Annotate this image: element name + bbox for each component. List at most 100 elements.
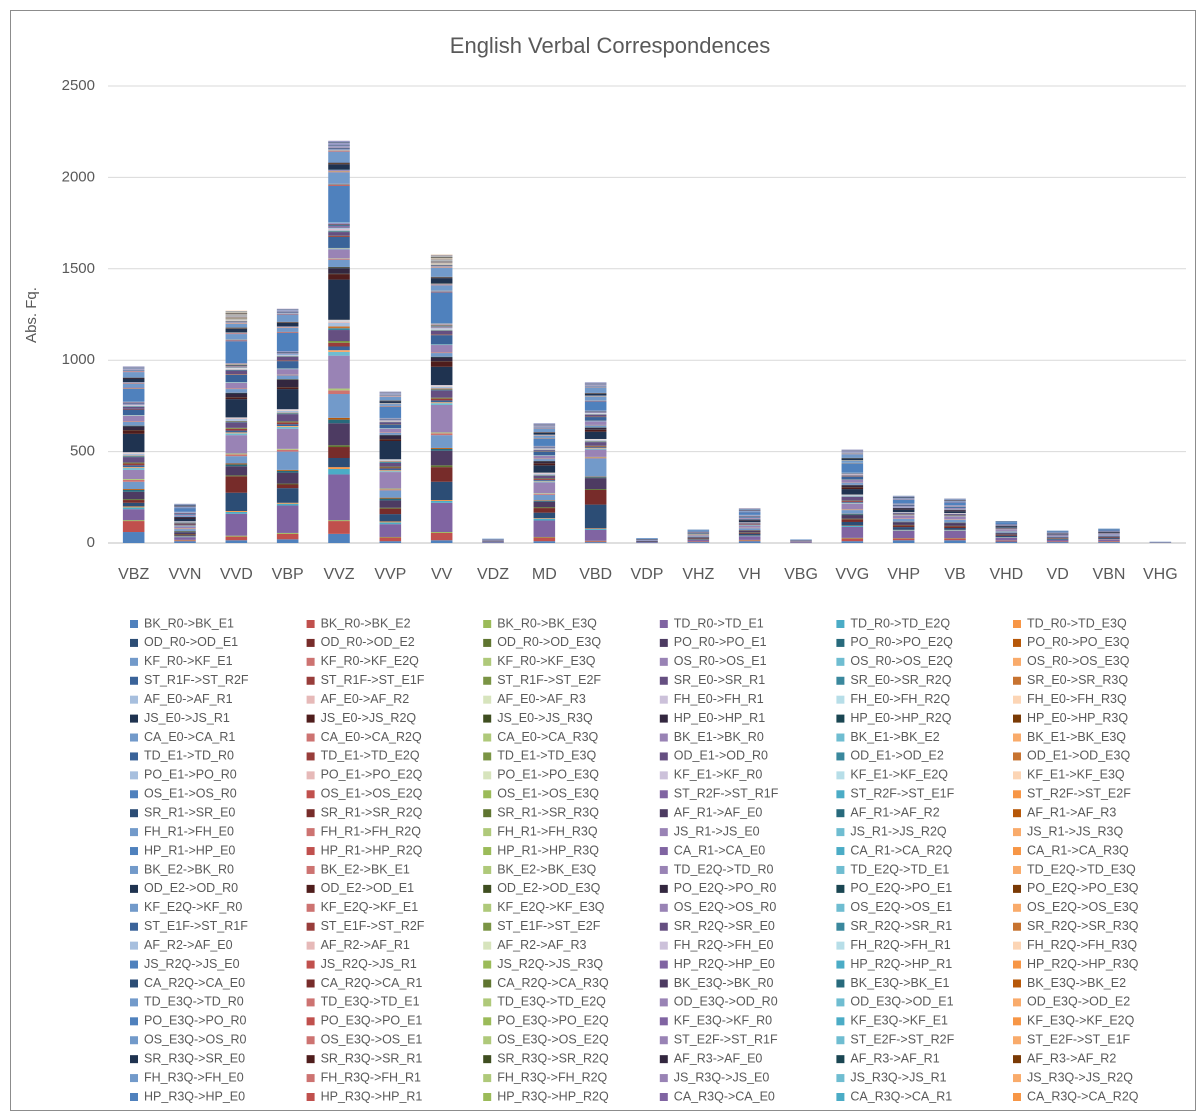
legend-label: TD_E3Q->TD_E1: [321, 995, 420, 1009]
bar-segment: [995, 521, 1018, 522]
legend-label: ST_E2F->ST_R1F: [674, 1033, 778, 1047]
bar-segment: [430, 352, 453, 354]
bar-segment: [430, 467, 453, 482]
bar-segment: [328, 417, 350, 420]
bar-segment: [430, 334, 453, 336]
legend-swatch: [659, 733, 668, 742]
legend-swatch: [659, 1036, 668, 1045]
legend-label: KF_E2Q->KF_E1: [321, 900, 419, 914]
bar-segment: [533, 451, 556, 456]
legend-swatch: [306, 657, 315, 666]
bar-segment: [122, 388, 145, 389]
bar-segment: [944, 501, 966, 503]
bar-segment: [533, 518, 556, 519]
bar-segment: [328, 151, 350, 163]
bar-segment: [328, 351, 350, 356]
bar-segment: [995, 531, 1018, 533]
bar-segment: [174, 521, 196, 523]
legend-label: KF_E3Q->KF_R0: [674, 1014, 772, 1028]
x-tick-label: VHD: [989, 566, 1023, 583]
bar-segment: [122, 502, 145, 507]
bar-segment: [379, 537, 402, 542]
bar-segment: [174, 525, 196, 527]
bar-segment: [533, 501, 556, 508]
bar-segment: [122, 465, 145, 468]
bar-segment: [328, 232, 350, 236]
legend-swatch: [836, 828, 845, 837]
legend-label: OS_E1->OS_E3Q: [497, 787, 599, 801]
bar-segment: [225, 388, 248, 390]
bar-segment: [533, 479, 556, 480]
bar-segment: [122, 433, 145, 453]
legend-swatch: [1013, 752, 1021, 761]
bar-segment: [430, 388, 453, 390]
bar-segment: [328, 170, 350, 172]
bar-segment: [276, 469, 299, 471]
legend-swatch: [1013, 1093, 1021, 1101]
bar-segment: [1046, 531, 1069, 533]
bar-segment: [225, 511, 248, 512]
bar-segment: [379, 435, 402, 439]
legend-label: BK_R0->BK_E3Q: [497, 616, 597, 630]
bar-segment: [122, 453, 145, 454]
bar-segment: [122, 456, 145, 458]
bar-segment: [841, 496, 864, 501]
bar-segment: [430, 328, 453, 330]
legend-swatch: [659, 695, 668, 704]
legend-swatch: [306, 903, 315, 912]
bar-segment: [944, 511, 966, 514]
bar-segment: [944, 528, 966, 530]
bar-segment: [636, 538, 658, 539]
legend-label: FH_R3Q->FH_R1: [321, 1070, 421, 1084]
bar-segment: [276, 539, 299, 543]
bar-segment: [122, 370, 145, 372]
bar-segment: [225, 476, 248, 493]
legend-swatch: [836, 771, 845, 780]
legend-swatch: [1013, 941, 1021, 950]
y-tick-label: 2500: [62, 77, 95, 94]
legend-swatch: [306, 790, 315, 799]
bar-segment: [430, 540, 453, 543]
bar-segment: [174, 531, 196, 533]
x-tick-label: VV: [431, 566, 453, 583]
bar-segment: [892, 498, 915, 500]
bar-segment: [276, 327, 299, 328]
legend-swatch: [306, 714, 315, 723]
legend-label: BK_R0->BK_E2: [321, 616, 411, 630]
bar-segment: [328, 521, 350, 534]
legend-label: FH_R1->FH_E0: [144, 824, 234, 838]
legend-swatch: [483, 1055, 492, 1064]
legend-label: SR_R2Q->SR_E0: [674, 919, 775, 933]
bar-segment: [225, 432, 248, 434]
bar-segment: [430, 285, 453, 291]
bar-segment: [584, 528, 607, 530]
legend-label: SR_R3Q->SR_E0: [144, 1051, 245, 1065]
legend-swatch: [306, 752, 315, 761]
bar-segment: [1098, 535, 1120, 537]
bar-segment: [225, 382, 248, 383]
bar-segment: [276, 451, 299, 470]
legend-swatch: [836, 865, 845, 874]
legend-swatch: [659, 657, 668, 666]
bar-segment: [944, 526, 966, 529]
legend-swatch: [483, 1017, 492, 1026]
legend-swatch: [1013, 657, 1021, 666]
bar-segment: [430, 433, 453, 436]
bar-segment: [276, 326, 299, 328]
bar-segment: [1046, 539, 1069, 542]
bar-segment: [122, 532, 145, 543]
bar-segment: [841, 475, 864, 477]
legend-swatch: [483, 1093, 492, 1101]
bar-segment: [1046, 541, 1069, 543]
bar-segment: [841, 541, 864, 543]
bar-segment: [122, 506, 145, 508]
legend-swatch: [306, 884, 315, 893]
bar-segment: [995, 526, 1018, 528]
bar-segment: [687, 534, 710, 536]
legend-label: PO_E3Q->PO_E1: [321, 1014, 423, 1028]
bar-segment: [122, 468, 145, 470]
bar-segment: [122, 406, 145, 409]
bar-segment: [276, 387, 299, 390]
bar-segment: [841, 483, 864, 485]
legend-label: PO_E2Q->PO_E1: [850, 881, 952, 895]
